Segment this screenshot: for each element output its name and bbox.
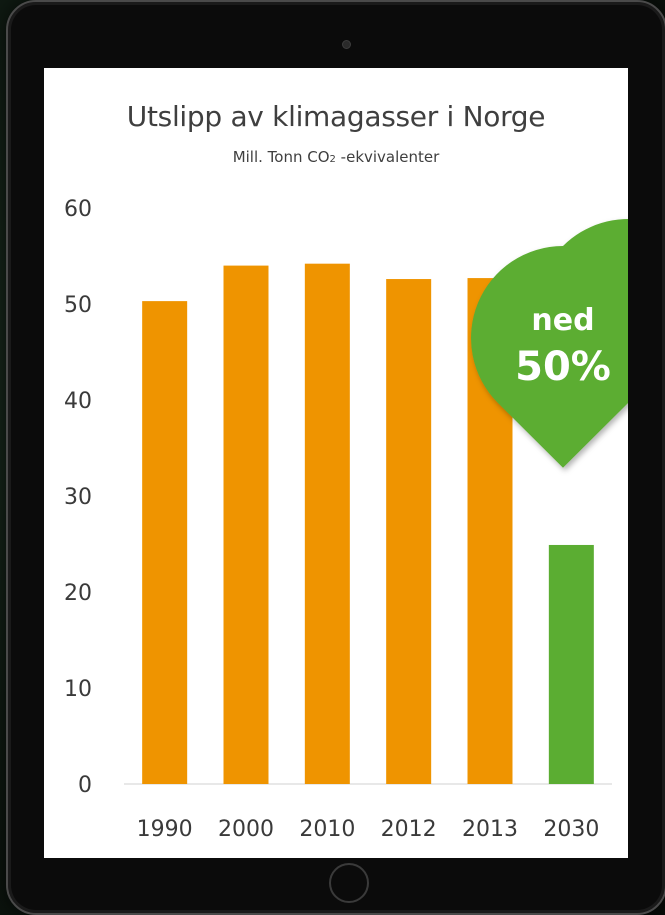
x-tick-label: 2012 [381,817,437,842]
home-button[interactable] [329,863,369,903]
y-tick-label: 40 [64,389,92,414]
badge-line2: 50% [515,344,611,390]
chart-title: Utslipp av klimagasser i Norge [126,100,546,133]
y-tick-label: 60 [64,197,92,222]
bar [548,544,594,784]
y-tick-label: 30 [64,485,92,510]
bar [304,263,350,784]
subtitle-main: Mill. Tonn CO [232,148,330,166]
subtitle-tail: -ekvivalenter [335,148,440,166]
x-tick-label: 2010 [299,817,355,842]
chart-screen: Utslipp av klimagasser i Norge Mill. Ton… [44,68,628,858]
reduction-badge: ned 50% [471,219,628,468]
x-tick-label: 1990 [137,817,193,842]
x-tick-label: 2013 [462,817,518,842]
bar [142,301,188,784]
bar [223,265,269,785]
x-tick-label: 2030 [543,817,599,842]
bar [386,279,432,784]
chart-subtitle: Mill. Tonn CO2 -ekvivalenter [44,148,628,166]
y-tick-label: 0 [78,773,92,798]
camera-icon [342,40,351,49]
y-tick-label: 20 [64,581,92,606]
y-tick-label: 50 [64,293,92,318]
subtitle-subscript: 2 [329,154,336,165]
x-tick-label: 2000 [218,817,274,842]
badge-line1: ned [531,303,594,338]
y-tick-label: 10 [64,677,92,702]
badge-shape [471,219,628,468]
